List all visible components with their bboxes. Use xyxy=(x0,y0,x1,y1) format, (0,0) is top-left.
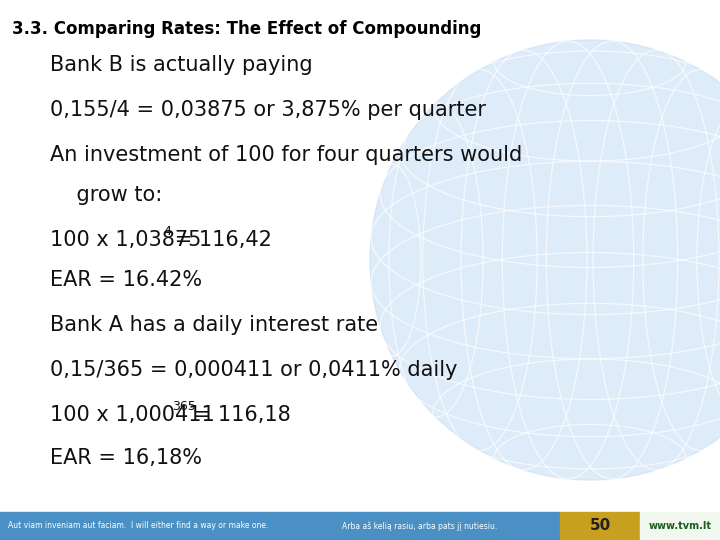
Text: EAR = 16.42%: EAR = 16.42% xyxy=(50,270,202,290)
Text: www.tvm.lt: www.tvm.lt xyxy=(649,521,711,531)
Circle shape xyxy=(370,40,720,480)
Text: 50: 50 xyxy=(590,518,611,534)
Text: 0,15/365 = 0,000411 or 0,0411% daily: 0,15/365 = 0,000411 or 0,0411% daily xyxy=(50,360,457,380)
Bar xyxy=(0,512,560,540)
Text: 365: 365 xyxy=(172,400,196,413)
Text: grow to:: grow to: xyxy=(50,185,162,205)
Bar xyxy=(560,512,640,540)
Bar xyxy=(640,512,720,540)
Text: I will either find a way or make one.: I will either find a way or make one. xyxy=(131,522,269,530)
Text: 100 x 1,03875: 100 x 1,03875 xyxy=(50,230,202,250)
Text: 100 x 1,000411: 100 x 1,000411 xyxy=(50,405,215,425)
Text: Bank A has a daily interest rate: Bank A has a daily interest rate xyxy=(50,315,378,335)
Text: 4: 4 xyxy=(163,225,171,238)
Text: Arba aš kelią rasiu, arba pats jį nutiesiu.: Arba aš kelią rasiu, arba pats jį nuties… xyxy=(343,521,498,531)
Text: Aut viam inveniam aut faciam.: Aut viam inveniam aut faciam. xyxy=(8,522,126,530)
Text: 3.3. Comparing Rates: The Effect of Compounding: 3.3. Comparing Rates: The Effect of Comp… xyxy=(12,20,482,38)
Text: = 116,42: = 116,42 xyxy=(168,230,272,250)
Text: 0,155/4 = 0,03875 or 3,875% per quarter: 0,155/4 = 0,03875 or 3,875% per quarter xyxy=(50,100,486,120)
Text: = 116,18: = 116,18 xyxy=(187,405,291,425)
Text: EAR = 16,18%: EAR = 16,18% xyxy=(50,448,202,468)
Text: An investment of 100 for four quarters would: An investment of 100 for four quarters w… xyxy=(50,145,522,165)
Text: Bank B is actually paying: Bank B is actually paying xyxy=(50,55,312,75)
